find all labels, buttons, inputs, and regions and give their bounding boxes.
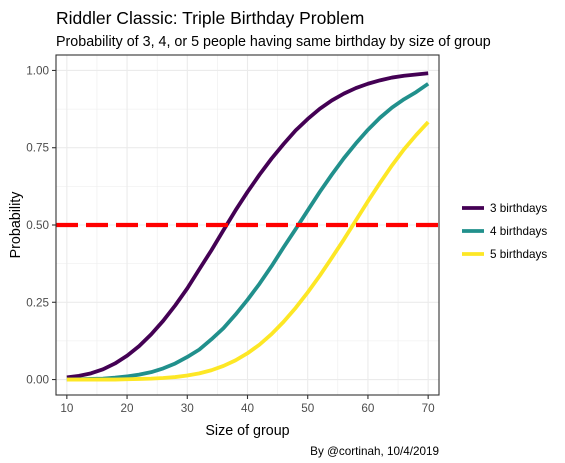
y-tick-label: 0.50 bbox=[26, 219, 49, 232]
legend: 3 birthdays 4 birthdays 5 birthdays bbox=[462, 202, 547, 261]
x-tick-label: 50 bbox=[301, 402, 315, 415]
legend-label-3: 5 birthdays bbox=[490, 248, 547, 261]
series-line-3 bbox=[66, 120, 430, 382]
y-tick-label: 0.75 bbox=[26, 142, 49, 155]
x-tick-label: 30 bbox=[181, 402, 195, 415]
y-tick-label: 1.00 bbox=[26, 64, 49, 77]
y-axis-title: Probability bbox=[8, 191, 24, 259]
y-tick-label: 0.00 bbox=[26, 374, 49, 387]
axis-ticks: 10 20 30 40 50 60 70 0.00 0.25 0.50 0.75 1.00 bbox=[26, 64, 435, 415]
series-line-2 bbox=[66, 82, 430, 382]
chart-subtitle: Probability of 3, 4, or 5 people having … bbox=[56, 34, 491, 50]
x-tick-label: 60 bbox=[361, 402, 375, 415]
plot-area: 10 20 30 40 50 60 70 0.00 0.25 0.50 0.75 1.00 bbox=[26, 54, 440, 415]
x-tick-label: 20 bbox=[121, 402, 135, 415]
x-tick-label: 10 bbox=[60, 402, 74, 415]
chart-title: Riddler Classic: Triple Birthday Problem bbox=[56, 8, 364, 28]
chart-caption: By @cortinah, 10/4/2019 bbox=[310, 445, 439, 458]
y-tick-label: 0.25 bbox=[26, 296, 49, 309]
x-tick-label: 40 bbox=[241, 402, 255, 415]
series-lines bbox=[66, 71, 430, 382]
legend-label-2: 4 birthdays bbox=[490, 225, 547, 238]
legend-label-1: 3 birthdays bbox=[490, 202, 547, 215]
x-axis-title: Size of group bbox=[205, 423, 289, 439]
series-line-1 bbox=[66, 71, 429, 380]
x-tick-label: 70 bbox=[422, 402, 436, 415]
